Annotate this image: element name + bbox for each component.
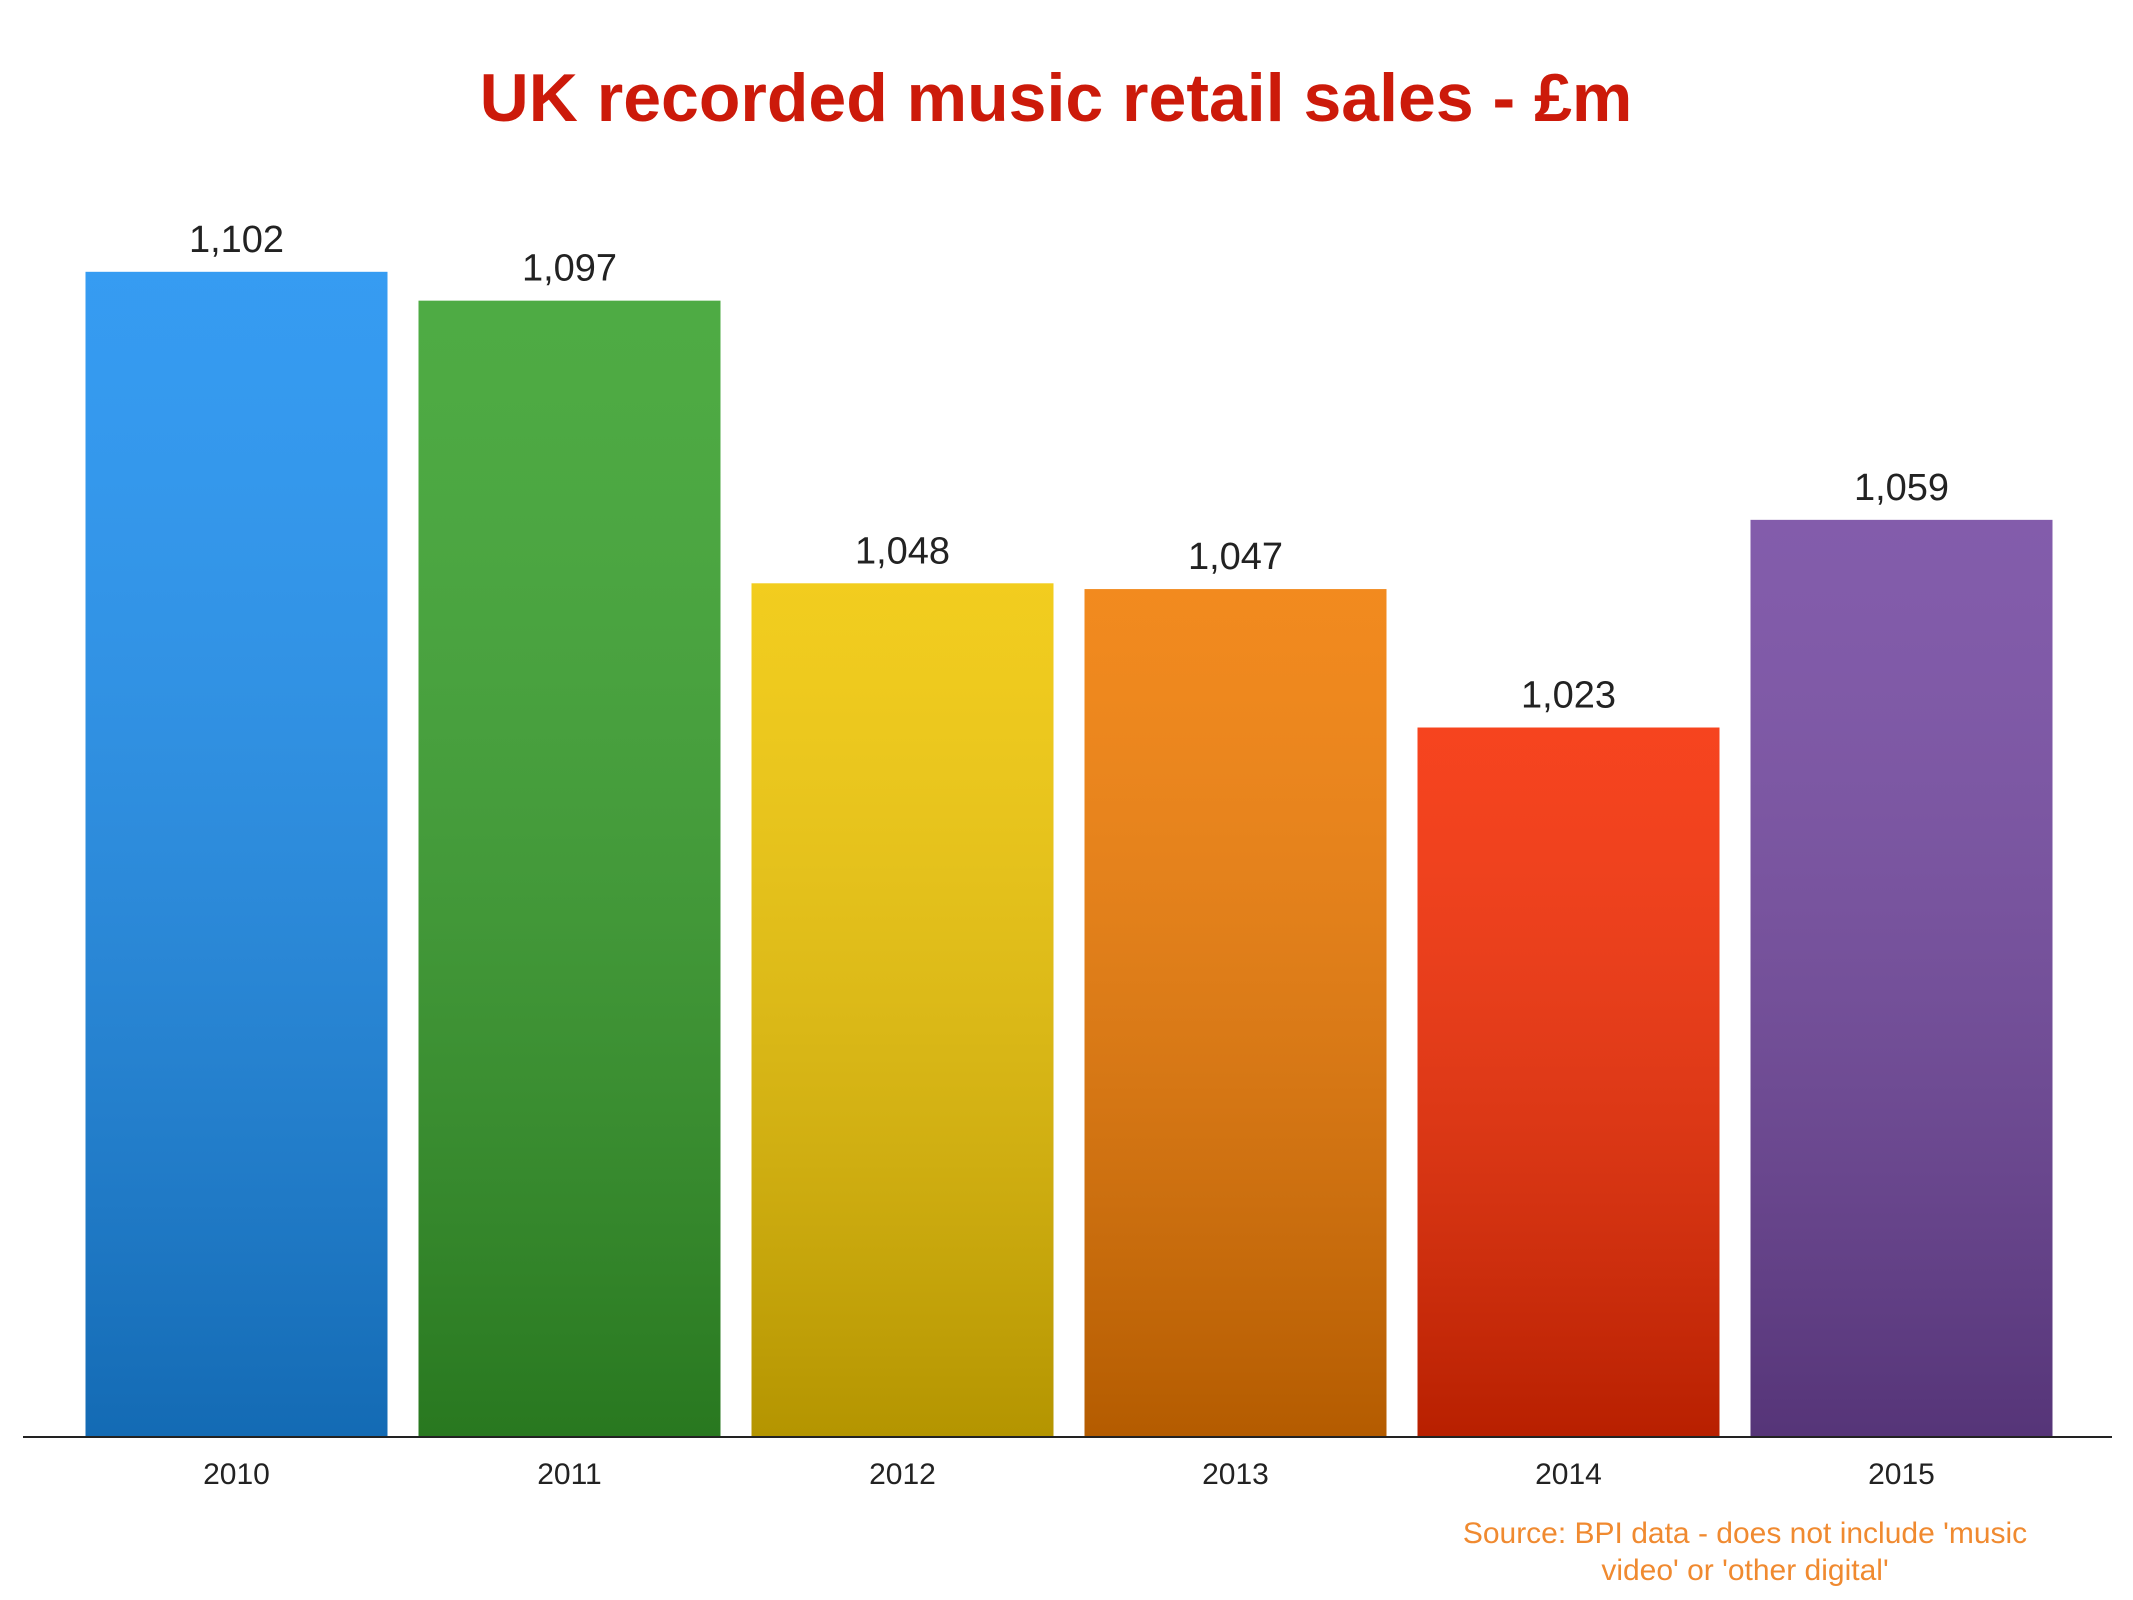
value-label: 1,047 [1188,536,1283,578]
bar-shade [1084,589,1387,1437]
source-note: Source: BPI data - does not include 'mus… [1463,1517,2027,1550]
bar-shade [1417,727,1720,1437]
value-label: 1,102 [189,219,284,261]
x-tick-label: 2010 [203,1458,270,1491]
x-tick-label: 2014 [1535,1458,1602,1491]
value-label: 1,059 [1854,467,1949,509]
value-label: 1,048 [855,530,950,572]
bar-shade [85,271,388,1437]
value-label: 1,023 [1521,675,1616,717]
x-tick-label: 2011 [537,1458,602,1491]
bar-shade [418,300,721,1437]
chart-title: UK recorded music retail sales - £m [480,60,1633,136]
bar-shade [1750,519,2053,1437]
bar-shade [751,583,1054,1437]
x-tick-label: 2013 [1202,1458,1269,1491]
x-tick-label: 2012 [869,1458,936,1491]
value-label: 1,097 [522,248,617,290]
source-note: video' or 'other digital' [1601,1554,1888,1587]
x-tick-label: 2015 [1868,1458,1935,1491]
